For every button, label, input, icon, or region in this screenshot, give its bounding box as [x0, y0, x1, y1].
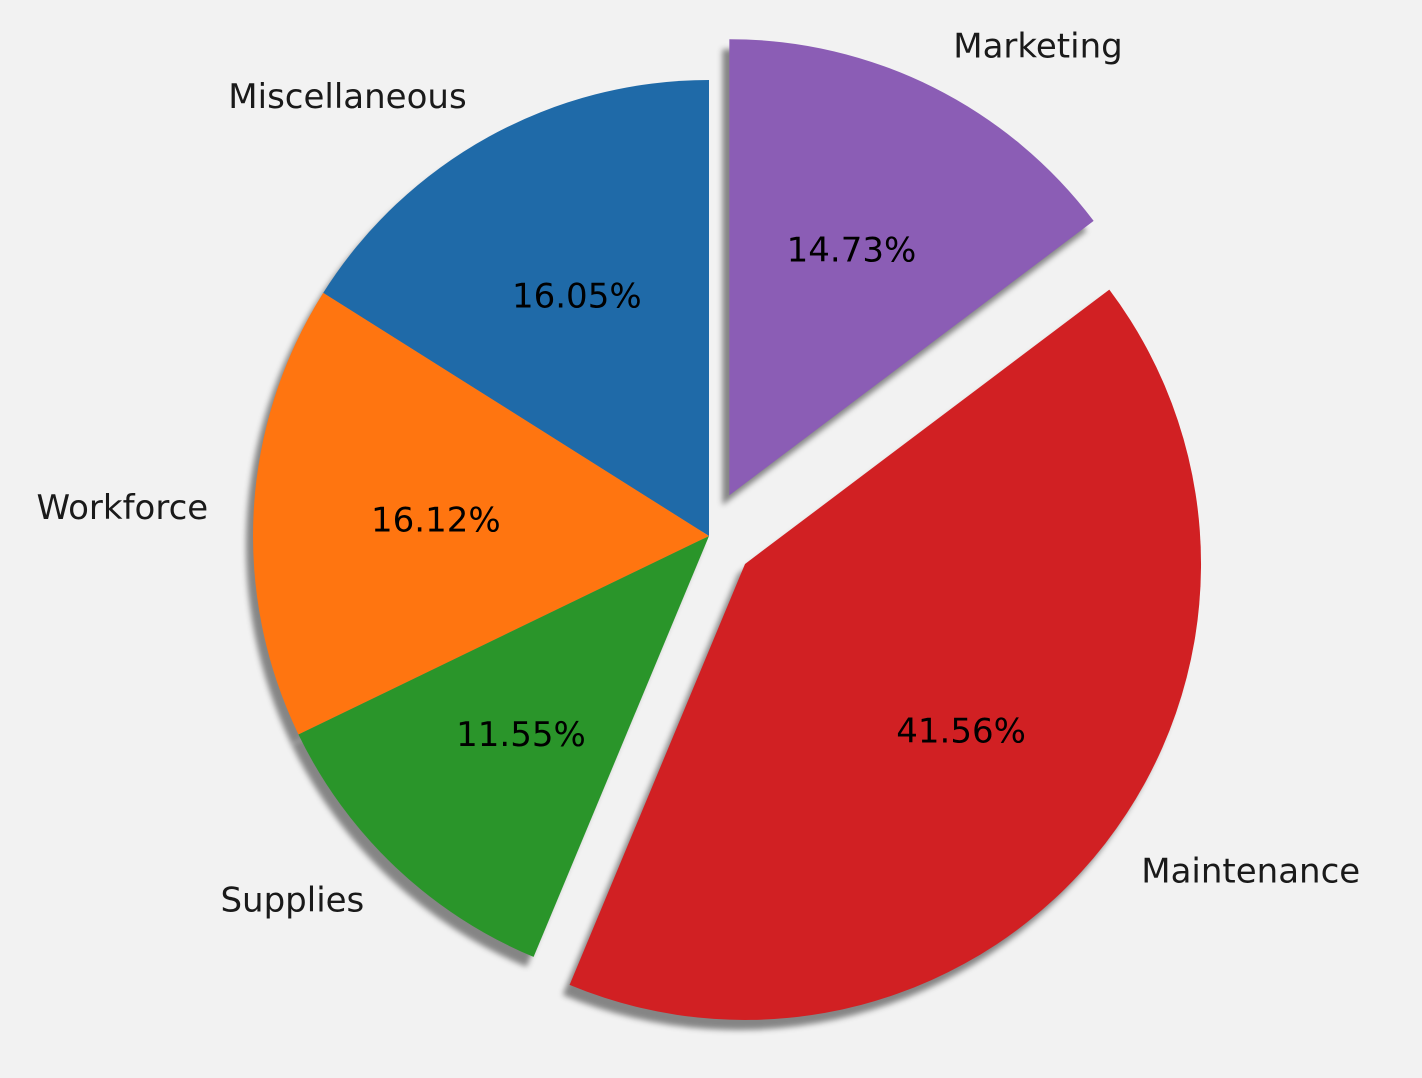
slice-label-workforce: Workforce	[36, 488, 208, 528]
percent-label-maintenance: 41.56%	[896, 712, 1026, 752]
percent-labels: 16.05% 16.12% 11.55% 41.56% 14.73%	[371, 230, 1026, 754]
slice-marketing	[729, 39, 1094, 496]
percent-label-marketing: 14.73%	[787, 230, 917, 270]
slice-label-marketing: Marketing	[953, 26, 1122, 66]
percent-label-supplies: 11.55%	[456, 715, 586, 755]
slices	[253, 39, 1202, 1020]
slice-workforce	[253, 292, 709, 735]
slice-miscellaneous	[323, 80, 709, 536]
slice-labels: Miscellaneous Workforce Supplies Maintenanc…	[36, 26, 1360, 920]
slice-label-maintenance: Maintenance	[1141, 852, 1360, 892]
slice-supplies	[298, 536, 709, 957]
slice-label-miscellaneous: Miscellaneous	[228, 77, 466, 117]
percent-label-workforce: 16.12%	[371, 501, 501, 541]
slice-label-supplies: Supplies	[220, 880, 364, 920]
slice-maintenance	[569, 289, 1202, 1020]
percent-label-miscellaneous: 16.05%	[512, 276, 642, 316]
